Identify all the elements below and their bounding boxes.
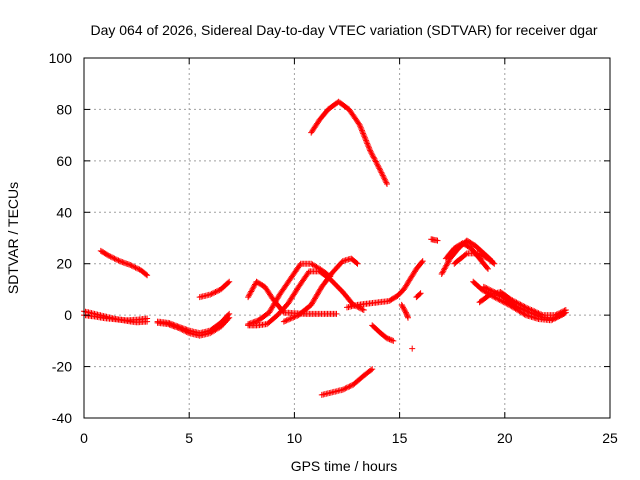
data-markers xyxy=(451,250,498,267)
series-arc-13 xyxy=(318,366,376,398)
series-arc-24 xyxy=(480,283,569,322)
x-tick-label: 10 xyxy=(287,430,303,446)
data-markers xyxy=(97,247,151,279)
series-arc-5 xyxy=(154,314,233,339)
series-arc-3 xyxy=(97,247,151,279)
y-tick-label: 40 xyxy=(56,204,72,220)
data-markers xyxy=(154,314,233,339)
data-markers xyxy=(480,283,569,322)
series-arc-16 xyxy=(409,345,416,352)
data-markers xyxy=(318,366,376,398)
y-tick-label: 100 xyxy=(49,50,73,66)
data-series xyxy=(81,98,569,398)
series-arc-21 xyxy=(451,250,498,267)
data-markers xyxy=(413,290,424,301)
grid xyxy=(84,58,610,418)
x-tick-label: 20 xyxy=(497,430,513,446)
data-markers xyxy=(369,322,397,344)
data-markers xyxy=(308,98,390,187)
chart-title: Day 064 of 2026, Sidereal Day-to-day VTE… xyxy=(90,22,597,38)
data-markers xyxy=(428,236,441,244)
y-tick-label: 20 xyxy=(56,256,72,272)
plot-frame xyxy=(83,57,611,419)
x-tick-label: 25 xyxy=(602,430,618,446)
data-markers xyxy=(196,278,233,301)
data-markers xyxy=(409,345,416,352)
x-tick-label: 15 xyxy=(392,430,408,446)
data-markers xyxy=(280,255,361,325)
x-tick-label: 5 xyxy=(185,430,193,446)
x-tick-label: 0 xyxy=(80,430,88,446)
series-arc-9 xyxy=(245,260,334,328)
y-tick-label: -40 xyxy=(52,410,72,426)
series-arc-18 xyxy=(428,236,441,244)
series-arc-6 xyxy=(196,278,233,301)
series-arc-17 xyxy=(413,290,424,301)
data-markers xyxy=(344,258,426,311)
y-tick-label: 0 xyxy=(64,307,72,323)
axis-ticks: 0 5 10 15 20 25 -40 -20 0 20 40 60 80 100 xyxy=(49,50,618,446)
y-tick-label: -20 xyxy=(52,359,72,375)
data-markers xyxy=(245,260,334,328)
series-arc-15 xyxy=(398,301,411,321)
series-arc-14 xyxy=(369,322,397,344)
data-markers xyxy=(398,301,411,321)
series-arc-11 xyxy=(344,258,426,311)
y-tick-label: 60 xyxy=(56,153,72,169)
y-tick-label: 80 xyxy=(56,101,72,117)
y-axis-label: SDTVAR / TECUs xyxy=(5,182,21,294)
x-axis-label: GPS time / hours xyxy=(291,458,398,474)
series-arc-12 xyxy=(308,98,390,187)
series-arc-10 xyxy=(280,255,361,325)
